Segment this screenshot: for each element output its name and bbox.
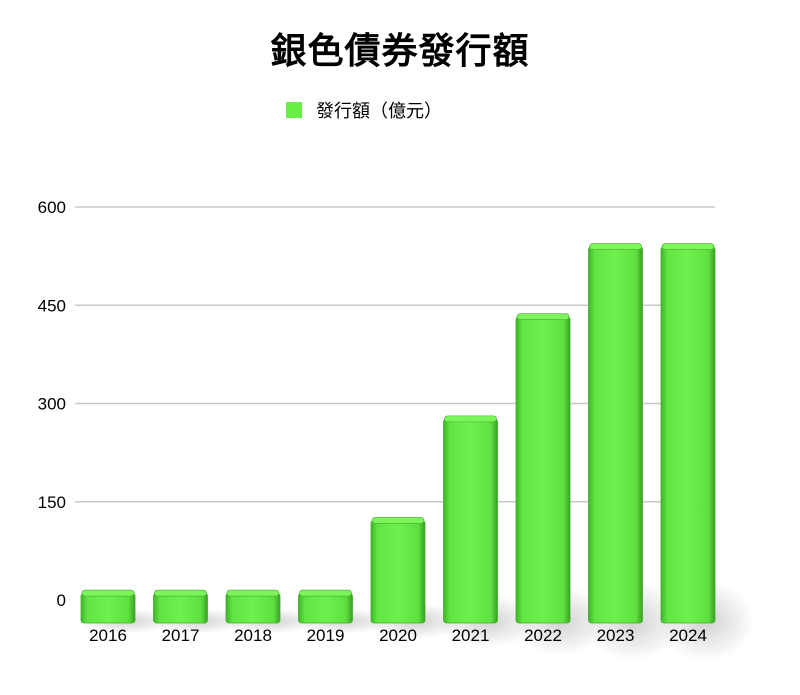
legend: 發行額（億元）	[286, 98, 442, 122]
bar-body	[588, 246, 643, 624]
bar	[588, 243, 643, 624]
bar	[370, 517, 426, 624]
bar-body	[370, 520, 426, 624]
y-tick-label: 450	[38, 296, 66, 315]
x-tick-label: 2020	[379, 626, 417, 645]
bar-top	[299, 589, 352, 597]
bar-top	[444, 415, 497, 423]
y-tick-label: 600	[38, 198, 66, 217]
bar-top	[589, 243, 642, 250]
x-tick-label: 2023	[597, 626, 635, 645]
bar	[153, 589, 208, 624]
x-tick-label: 2022	[524, 626, 562, 645]
x-tick-label: 2019	[307, 626, 345, 645]
bar	[660, 243, 716, 624]
bar-body	[515, 316, 571, 624]
bar	[515, 313, 571, 624]
legend-label: 發行額（億元）	[316, 101, 442, 122]
bar-body	[660, 246, 716, 624]
chart-title: 銀色債券發行額	[270, 31, 530, 72]
y-tick-label: 300	[38, 395, 66, 414]
bar-top	[516, 313, 570, 320]
legend-swatch	[286, 102, 302, 118]
bar-body	[443, 418, 498, 624]
bar	[80, 589, 136, 624]
bar-body	[153, 592, 208, 624]
bar-top	[81, 589, 135, 597]
bar-top	[661, 243, 715, 250]
x-tick-label: 2024	[669, 626, 707, 645]
bar-body	[225, 592, 281, 624]
bar-top	[226, 589, 280, 597]
x-tick-label: 2017	[162, 626, 200, 645]
bar-top	[154, 589, 207, 597]
bar-body	[298, 592, 353, 624]
x-tick-label: 2018	[234, 626, 272, 645]
x-tick-label: 2021	[452, 626, 490, 645]
y-tick-label: 0	[57, 591, 66, 610]
bar	[298, 589, 353, 624]
bar-body	[80, 592, 136, 624]
bar	[225, 589, 281, 624]
x-tick-label: 2016	[89, 626, 127, 645]
bar	[443, 415, 498, 624]
bar-top	[371, 517, 425, 524]
y-tick-label: 150	[38, 493, 66, 512]
